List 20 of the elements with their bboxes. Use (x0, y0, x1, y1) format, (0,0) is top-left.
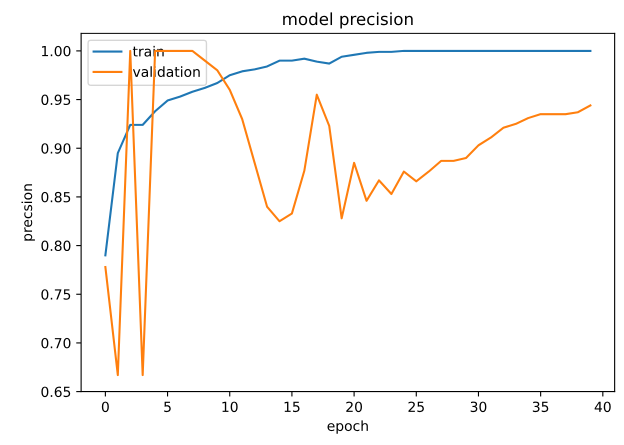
y-tick-label: 0.80 (41, 240, 70, 252)
x-tick-label: 35 (532, 402, 548, 412)
x-axis-title: epoch (327, 420, 368, 434)
x-tick-label: 5 (164, 402, 171, 412)
y-axis-title: precsion (21, 184, 35, 241)
y-tick-label: 0.65 (41, 386, 70, 398)
x-tick-label: 25 (408, 402, 424, 412)
y-tick-label: 0.70 (41, 338, 70, 348)
y-tick-label: 0.85 (41, 192, 70, 202)
x-tick-label: 0 (102, 402, 109, 412)
y-tick-label: 0.75 (41, 289, 70, 300)
x-tick-label: 40 (594, 402, 611, 412)
x-tick-label: 10 (222, 402, 238, 412)
x-tick-label: 15 (284, 402, 300, 412)
x-tick-label: 20 (346, 402, 362, 412)
x-tick-label: 30 (470, 402, 486, 412)
y-tick-label: 0.95 (41, 94, 70, 106)
y-tick-label: 1.00 (42, 46, 70, 56)
y-tick-label: 0.90 (41, 143, 70, 154)
chart-title: model precision (283, 12, 413, 29)
